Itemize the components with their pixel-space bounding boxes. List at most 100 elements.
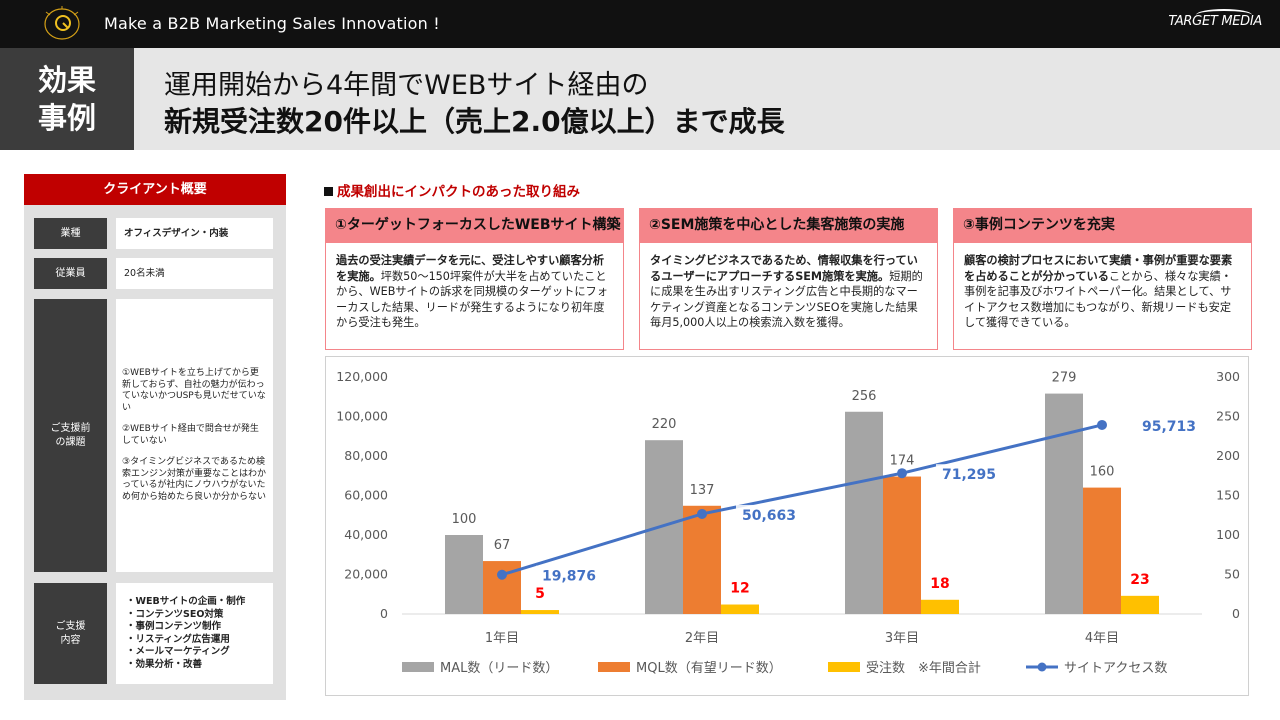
industry-label: 業種 [34, 218, 107, 249]
access-label-bg [536, 565, 606, 586]
y-right-tick-label: 200 [1216, 448, 1240, 463]
access-label-bg [1136, 415, 1206, 436]
bar-value-label-mal: 100 [452, 512, 477, 527]
initiative-2-title: ②SEM施策を中心とした集客施策の実施 [639, 208, 938, 242]
issues-label: ご支援前 の課題 [34, 299, 107, 572]
legend-label: サイトアクセス数 [1064, 661, 1167, 676]
badge-line-1: 効果 [37, 63, 96, 97]
initiative-3-body-text: ことから、様々な実績・事例を記事及びホワイトペーパー化。結果として、サイトアクセ… [964, 269, 1232, 330]
access-value-label: 50,663 [742, 508, 796, 524]
y-left-tick-label: 80,000 [344, 448, 388, 463]
support-item: ・WEBサイトの企画・制作 [126, 596, 246, 607]
bar-mql [683, 505, 721, 614]
x-tick-label: 3年目 [885, 631, 919, 646]
headline-line-1: 運用開始から4年間でWEBサイト経由の [164, 70, 649, 101]
support-label-line-1: ご支援 [55, 620, 86, 632]
bar-orders [721, 604, 759, 614]
access-value-label: 71,295 [942, 467, 996, 483]
y-left-tick-label: 120,000 [336, 369, 388, 384]
access-value-label: 19,876 [542, 569, 596, 585]
access-point [697, 508, 707, 519]
y-left-tick-label: 20,000 [344, 567, 388, 582]
support-item: ・メールマーケティング [126, 646, 230, 657]
access-label-bg [936, 464, 1006, 485]
bar-orders [521, 610, 559, 614]
results-chart: 0 20,000 40,000 60,000 80,000 100,000 120,000 0… [336, 369, 1240, 676]
issues-value: ①WEBサイトを立ち上げてから更新しておらず、自社の魅力が伝わっていないかつUS… [116, 299, 273, 572]
access-point [897, 468, 907, 479]
results-chart-frame: 0 20,000 40,000 60,000 80,000 100,000 120,000 0… [325, 356, 1249, 696]
bar-value-label-orders: 12 [730, 581, 749, 597]
support-label-line-2: 内容 [60, 634, 81, 646]
y-left-tick-label: 0 [380, 606, 388, 621]
y-left-tick-label: 100,000 [336, 409, 388, 424]
bar-mal [445, 535, 483, 614]
bar-value-label-mal: 256 [852, 389, 877, 404]
badge-line-2: 事例 [37, 101, 96, 135]
y-right-tick-label: 300 [1216, 369, 1240, 384]
bar-mql [483, 561, 521, 614]
y-right-tick-label: 250 [1216, 409, 1240, 424]
square-bullet-icon [324, 186, 333, 196]
legend-label: 受注数 ※年間合計 [866, 660, 981, 676]
bar-value-label-mql: 67 [494, 538, 511, 553]
legend-line-marker [1037, 662, 1047, 672]
legend-swatch [402, 662, 434, 672]
y-left-tick-label: 60,000 [344, 488, 388, 503]
x-tick-label: 1年目 [485, 631, 519, 646]
access-label-bg [736, 504, 806, 525]
x-tick-label: 2年目 [685, 631, 719, 646]
bar-orders [1121, 595, 1159, 614]
issue-item: ①WEBサイトを立ち上げてから更新しておらず、自社の魅力が伝わっていないかつUS… [122, 368, 266, 413]
brand-arc [1196, 9, 1252, 21]
top-bar: Make a B2B Marketing Sales Innovation ! … [0, 0, 1280, 48]
y-right-tick-label: 150 [1216, 488, 1240, 503]
initiative-3-body: 顧客の検討プロセスにおいて実績・事例が重要な要素を占めることが分かっていることか… [953, 242, 1252, 350]
case-study-badge: 効果 事例 [0, 48, 134, 150]
bar-value-label-mal: 279 [1052, 371, 1077, 386]
lightbulb-logo-icon [44, 6, 80, 40]
initiative-1-body: 過去の受注実績データを元に、受注しやすい顧客分析を実施。坪数50～150坪案件が… [325, 242, 624, 350]
y-right-tick-label: 0 [1232, 606, 1240, 621]
x-tick-label: 4年目 [1085, 631, 1119, 646]
bar-mal [645, 440, 683, 614]
initiative-2-body-text: 短期的に成果を生み出すリスティング広告と中長期的なマーケティング資産となるコンテ… [650, 269, 923, 330]
initiative-1-body-text: 坪数50～150坪案件が大半を占めていたことから、WEBサイトの訴求を同規模のタ… [336, 269, 608, 330]
bar-value-label-mal: 220 [652, 417, 677, 432]
bar-mql [1083, 487, 1121, 614]
bar-mql [883, 476, 921, 614]
legend-swatch [828, 662, 860, 672]
support-item: ・事例コンテンツ制作 [126, 621, 222, 632]
header-band [0, 48, 1280, 150]
industry-value: オフィスデザイン・内装 [116, 218, 273, 249]
bar-mal [1045, 393, 1083, 614]
support-label: ご支援 内容 [34, 583, 107, 684]
access-line [501, 423, 1103, 577]
bar-orders [921, 599, 959, 614]
bar-value-label-orders: 18 [930, 576, 949, 592]
initiative-2-body: タイミングビジネスであるため、情報収集を行っているユーザーにアプローチするSEM… [639, 242, 938, 350]
issue-item: ②WEBサイト経由で問合せが発生していない [122, 424, 259, 446]
support-item: ・コンテンツSEO対策 [126, 608, 224, 620]
access-point [1097, 419, 1107, 430]
access-point [497, 569, 507, 580]
tagline: Make a B2B Marketing Sales Innovation ! [104, 14, 440, 33]
y-right-tick-label: 100 [1216, 527, 1240, 542]
initiative-2-body-bold: タイミングビジネスであるため、情報収集を行っているユーザーにアプローチするSEM… [650, 254, 918, 283]
initiative-1-body-bold: 過去の受注実績データを元に、受注しやすい顧客分析を実施。 [336, 254, 605, 283]
employees-label: 従業員 [34, 258, 107, 289]
bar-value-label-orders: 23 [1130, 572, 1149, 588]
support-item: ・効果分析・改善 [126, 658, 203, 670]
issue-item: ③タイミングビジネスであるため検索エンジン対策が重要なことはわかっているが社内に… [122, 457, 267, 502]
bar-value-label-orders: 5 [535, 586, 545, 602]
access-value-label: 95,713 [1142, 419, 1196, 435]
bar-value-label-mql: 137 [690, 483, 715, 498]
bar-value-label-mql: 160 [1090, 465, 1115, 480]
initiative-3-title: ③事例コンテンツを充実 [953, 208, 1252, 242]
support-item: ・リスティング広告運用 [126, 633, 230, 645]
bar-mal [845, 411, 883, 614]
section-title: 成果創出にインパクトのあった取り組み [324, 180, 580, 200]
y-left-tick-label: 40,000 [344, 527, 388, 542]
legend-label: MAL数（リード数） [440, 661, 558, 676]
legend-swatch [598, 662, 630, 672]
